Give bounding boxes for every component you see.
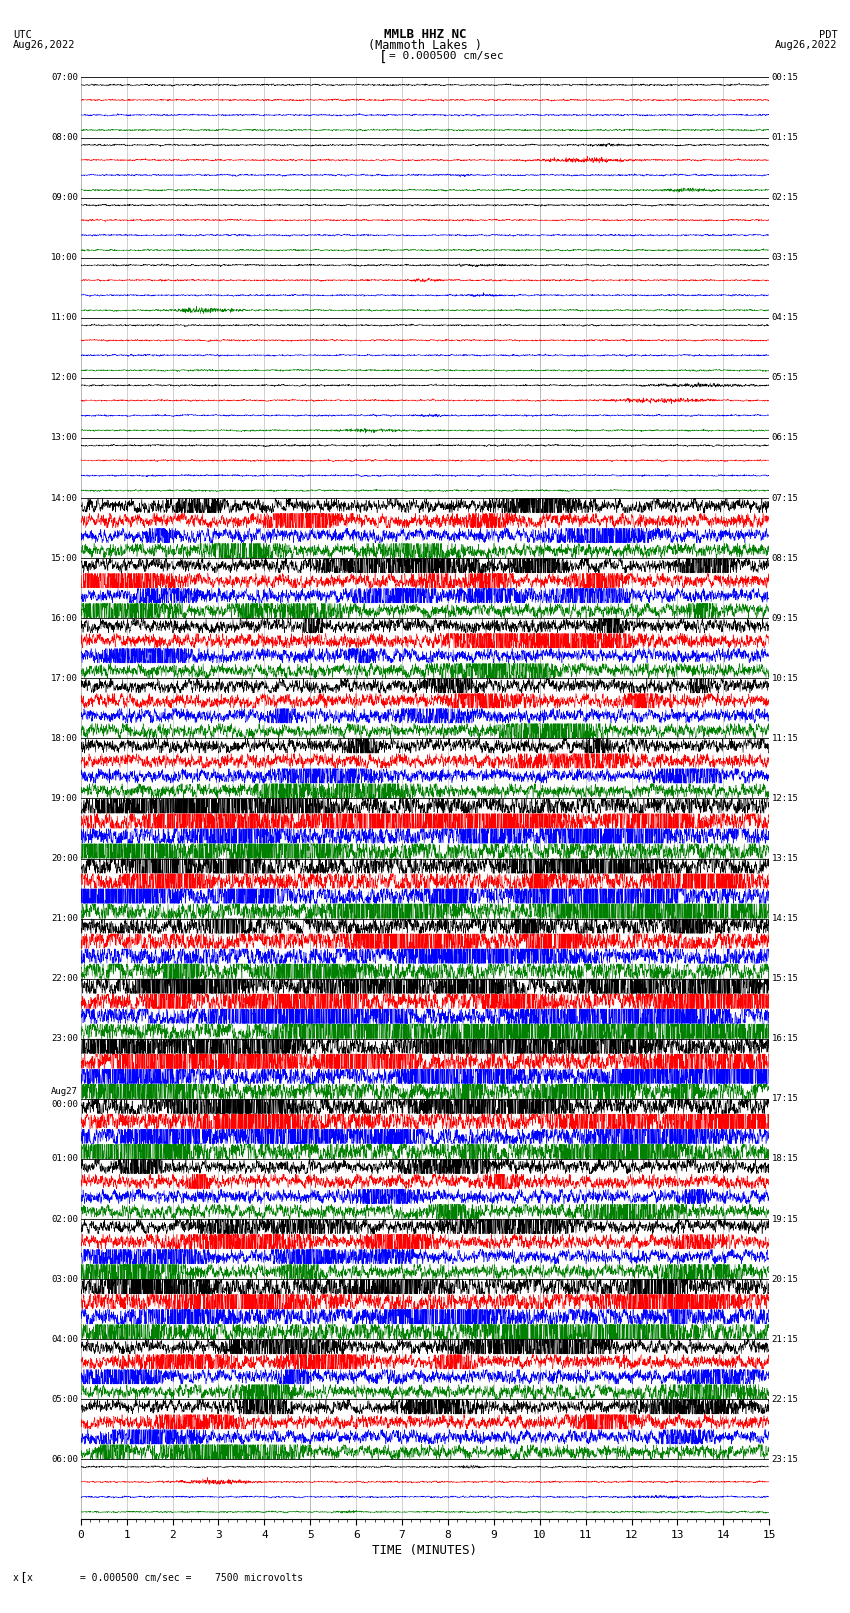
Text: Aug27: Aug27: [51, 1087, 78, 1095]
Text: 19:15: 19:15: [772, 1215, 799, 1224]
Text: 15:00: 15:00: [51, 553, 78, 563]
Text: 00:00: 00:00: [51, 1100, 78, 1110]
Text: 16:15: 16:15: [772, 1034, 799, 1044]
Text: 20:15: 20:15: [772, 1274, 799, 1284]
X-axis label: TIME (MINUTES): TIME (MINUTES): [372, 1544, 478, 1557]
Text: 08:00: 08:00: [51, 132, 78, 142]
Text: 10:00: 10:00: [51, 253, 78, 263]
Text: 01:15: 01:15: [772, 132, 799, 142]
Text: 21:15: 21:15: [772, 1334, 799, 1344]
Text: 11:00: 11:00: [51, 313, 78, 323]
Text: 07:15: 07:15: [772, 494, 799, 503]
Text: 02:15: 02:15: [772, 194, 799, 202]
Text: 17:15: 17:15: [772, 1094, 799, 1103]
Text: x: x: [13, 1573, 19, 1582]
Text: 23:00: 23:00: [51, 1034, 78, 1044]
Text: 14:15: 14:15: [772, 915, 799, 923]
Text: 07:00: 07:00: [51, 73, 78, 82]
Text: 12:00: 12:00: [51, 373, 78, 382]
Text: 12:15: 12:15: [772, 794, 799, 803]
Text: [: [: [378, 50, 387, 63]
Text: 04:00: 04:00: [51, 1334, 78, 1344]
Text: 23:15: 23:15: [772, 1455, 799, 1465]
Text: 19:00: 19:00: [51, 794, 78, 803]
Text: 01:00: 01:00: [51, 1155, 78, 1163]
Text: 05:15: 05:15: [772, 373, 799, 382]
Text: Aug26,2022: Aug26,2022: [774, 40, 837, 50]
Text: 18:15: 18:15: [772, 1155, 799, 1163]
Text: Aug26,2022: Aug26,2022: [13, 40, 76, 50]
Text: 13:00: 13:00: [51, 434, 78, 442]
Text: 22:15: 22:15: [772, 1395, 799, 1403]
Text: 21:00: 21:00: [51, 915, 78, 923]
Text: 11:15: 11:15: [772, 734, 799, 744]
Text: x        = 0.000500 cm/sec =    7500 microvolts: x = 0.000500 cm/sec = 7500 microvolts: [27, 1573, 303, 1582]
Text: 03:15: 03:15: [772, 253, 799, 263]
Text: (Mammoth Lakes ): (Mammoth Lakes ): [368, 39, 482, 52]
Text: 02:00: 02:00: [51, 1215, 78, 1224]
Text: 14:00: 14:00: [51, 494, 78, 503]
Text: 16:00: 16:00: [51, 613, 78, 623]
Text: 09:00: 09:00: [51, 194, 78, 202]
Text: 09:15: 09:15: [772, 613, 799, 623]
Text: 10:15: 10:15: [772, 674, 799, 682]
Text: 04:15: 04:15: [772, 313, 799, 323]
Text: 08:15: 08:15: [772, 553, 799, 563]
Text: 13:15: 13:15: [772, 853, 799, 863]
Text: 20:00: 20:00: [51, 853, 78, 863]
Text: = 0.000500 cm/sec: = 0.000500 cm/sec: [389, 52, 504, 61]
Text: 22:00: 22:00: [51, 974, 78, 984]
Text: 03:00: 03:00: [51, 1274, 78, 1284]
Text: [: [: [19, 1571, 26, 1584]
Text: MMLB HHZ NC: MMLB HHZ NC: [383, 27, 467, 42]
Text: 00:15: 00:15: [772, 73, 799, 82]
Text: 18:00: 18:00: [51, 734, 78, 744]
Text: 06:00: 06:00: [51, 1455, 78, 1465]
Text: UTC: UTC: [13, 29, 31, 40]
Text: 05:00: 05:00: [51, 1395, 78, 1403]
Text: 15:15: 15:15: [772, 974, 799, 984]
Text: 17:00: 17:00: [51, 674, 78, 682]
Text: PDT: PDT: [819, 29, 837, 40]
Text: 06:15: 06:15: [772, 434, 799, 442]
